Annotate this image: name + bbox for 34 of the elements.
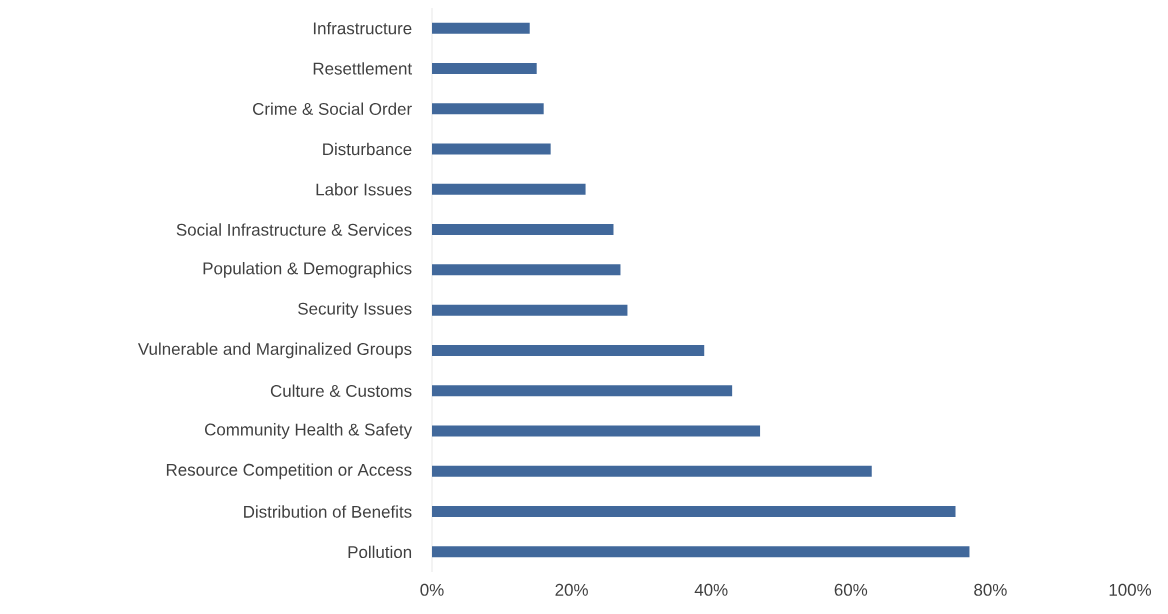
y-tick-label: Crime & Social Order bbox=[253, 102, 412, 115]
bar bbox=[432, 506, 956, 518]
y-tick-label: Community Health & Safety bbox=[204, 423, 413, 439]
y-tick-label: Population & Demographics bbox=[203, 261, 412, 278]
y-tick-label: Vulnerable and Marginalized Groups bbox=[137, 342, 412, 359]
bar bbox=[432, 22, 530, 34]
bar bbox=[432, 465, 872, 477]
bar bbox=[432, 143, 551, 155]
bar bbox=[432, 304, 628, 316]
bar bbox=[432, 425, 761, 437]
y-tick-label: Distribution of Benefits bbox=[244, 505, 412, 518]
bar bbox=[432, 264, 621, 276]
bar bbox=[432, 385, 733, 397]
bar bbox=[432, 62, 537, 74]
y-tick-label: Social Infrastructure & Services bbox=[176, 223, 412, 236]
y-tick-label: Labor Issues bbox=[316, 183, 412, 196]
y-tick-label: Culture & Customs bbox=[270, 384, 412, 397]
bar bbox=[432, 344, 705, 356]
x-tick-label: 80% bbox=[974, 583, 1007, 596]
y-tick-label: Disturbance bbox=[323, 142, 412, 156]
y-tick-label: Pollution bbox=[348, 545, 412, 559]
x-tick-label: 0% bbox=[420, 583, 444, 596]
x-tick-label: 60% bbox=[834, 583, 868, 596]
y-tick-label: Resettlement bbox=[313, 62, 413, 75]
bar bbox=[432, 546, 970, 558]
y-tick-label: Infrastructure bbox=[313, 21, 412, 35]
x-tick-label: 100% bbox=[1109, 583, 1152, 596]
bar bbox=[432, 224, 614, 236]
y-tick-label: Resource Competition or Access bbox=[166, 463, 412, 480]
x-tick-label: 20% bbox=[555, 583, 588, 596]
y-tick-label: Security Issues bbox=[298, 302, 412, 319]
x-tick-label: 40% bbox=[694, 583, 728, 596]
bar bbox=[432, 183, 586, 195]
bar bbox=[432, 103, 544, 115]
